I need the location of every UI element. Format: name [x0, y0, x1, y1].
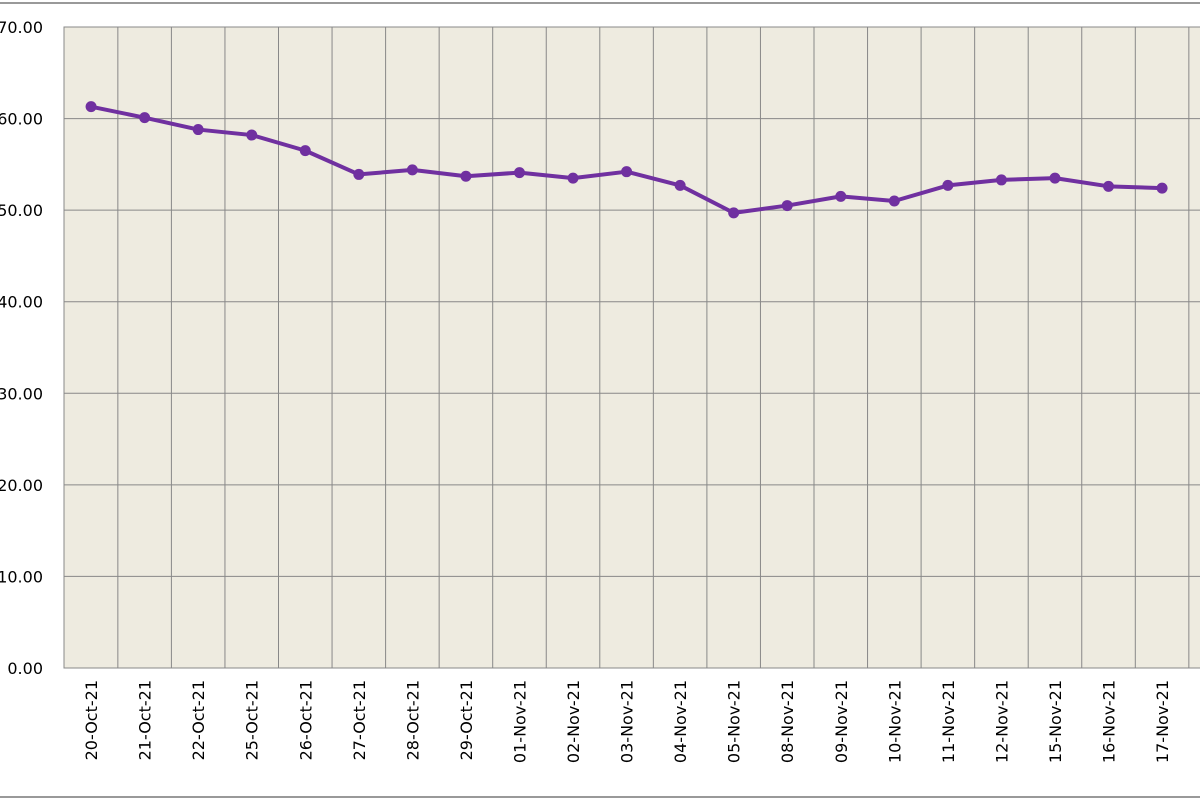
y-tick-label: 60.00: [0, 110, 43, 129]
x-tick-label: 05-Nov-21: [725, 680, 744, 763]
x-tick-label: 12-Nov-21: [992, 680, 1011, 763]
point-marker: [674, 179, 686, 191]
y-tick-label: 10.00: [0, 567, 43, 586]
x-tick-label: 02-Nov-21: [564, 680, 583, 763]
point-marker: [246, 129, 258, 141]
plot-area: [63, 26, 1200, 669]
y-tick-label: 50.00: [0, 201, 43, 220]
point-marker: [513, 167, 525, 179]
point-marker: [567, 172, 579, 184]
x-tick-label: 15-Nov-21: [1046, 680, 1065, 763]
x-tick-label: 22-Oct-21: [189, 680, 208, 760]
x-tick-label: 20-Oct-21: [82, 680, 101, 760]
point-marker: [85, 101, 97, 113]
x-tick-label: 17-Nov-21: [1153, 680, 1172, 763]
x-tick-label: 11-Nov-21: [939, 680, 958, 763]
x-tick-label: 26-Oct-21: [296, 680, 315, 760]
x-tick-label: 01-Nov-21: [510, 680, 529, 763]
point-marker: [406, 164, 418, 176]
point-marker: [888, 195, 900, 207]
point-marker: [192, 124, 204, 136]
x-tick-label: 29-Oct-21: [457, 680, 476, 760]
x-tick-label: 09-Nov-21: [832, 680, 851, 763]
point-marker: [621, 166, 633, 178]
point-marker: [139, 112, 151, 124]
y-tick-label: 70.00: [0, 18, 43, 37]
y-tick-label: 20.00: [0, 476, 43, 495]
point-marker: [1049, 172, 1061, 184]
point-marker: [781, 200, 793, 212]
y-tick-label: 0.00: [7, 659, 43, 678]
y-tick-label: 40.00: [0, 293, 43, 312]
x-tick-label: 28-Oct-21: [403, 680, 422, 760]
point-marker: [1103, 180, 1115, 192]
x-tick-label: 04-Nov-21: [671, 680, 690, 763]
point-marker: [835, 190, 847, 202]
x-tick-label: 03-Nov-21: [618, 680, 637, 763]
point-marker: [299, 145, 311, 157]
point-marker: [728, 207, 740, 219]
x-tick-label: 21-Oct-21: [136, 680, 155, 760]
x-tick-label: 16-Nov-21: [1100, 680, 1119, 763]
y-tick-label: 30.00: [0, 384, 43, 403]
x-tick-label: 27-Oct-21: [350, 680, 369, 760]
point-marker: [353, 168, 365, 180]
x-tick-label: 10-Nov-21: [885, 680, 904, 763]
point-marker: [1156, 182, 1168, 194]
point-marker: [942, 179, 954, 191]
point-marker: [995, 174, 1007, 186]
x-tick-label: 08-Nov-21: [778, 680, 797, 763]
x-tick-label: 25-Oct-21: [243, 680, 262, 760]
point-marker: [460, 170, 472, 182]
